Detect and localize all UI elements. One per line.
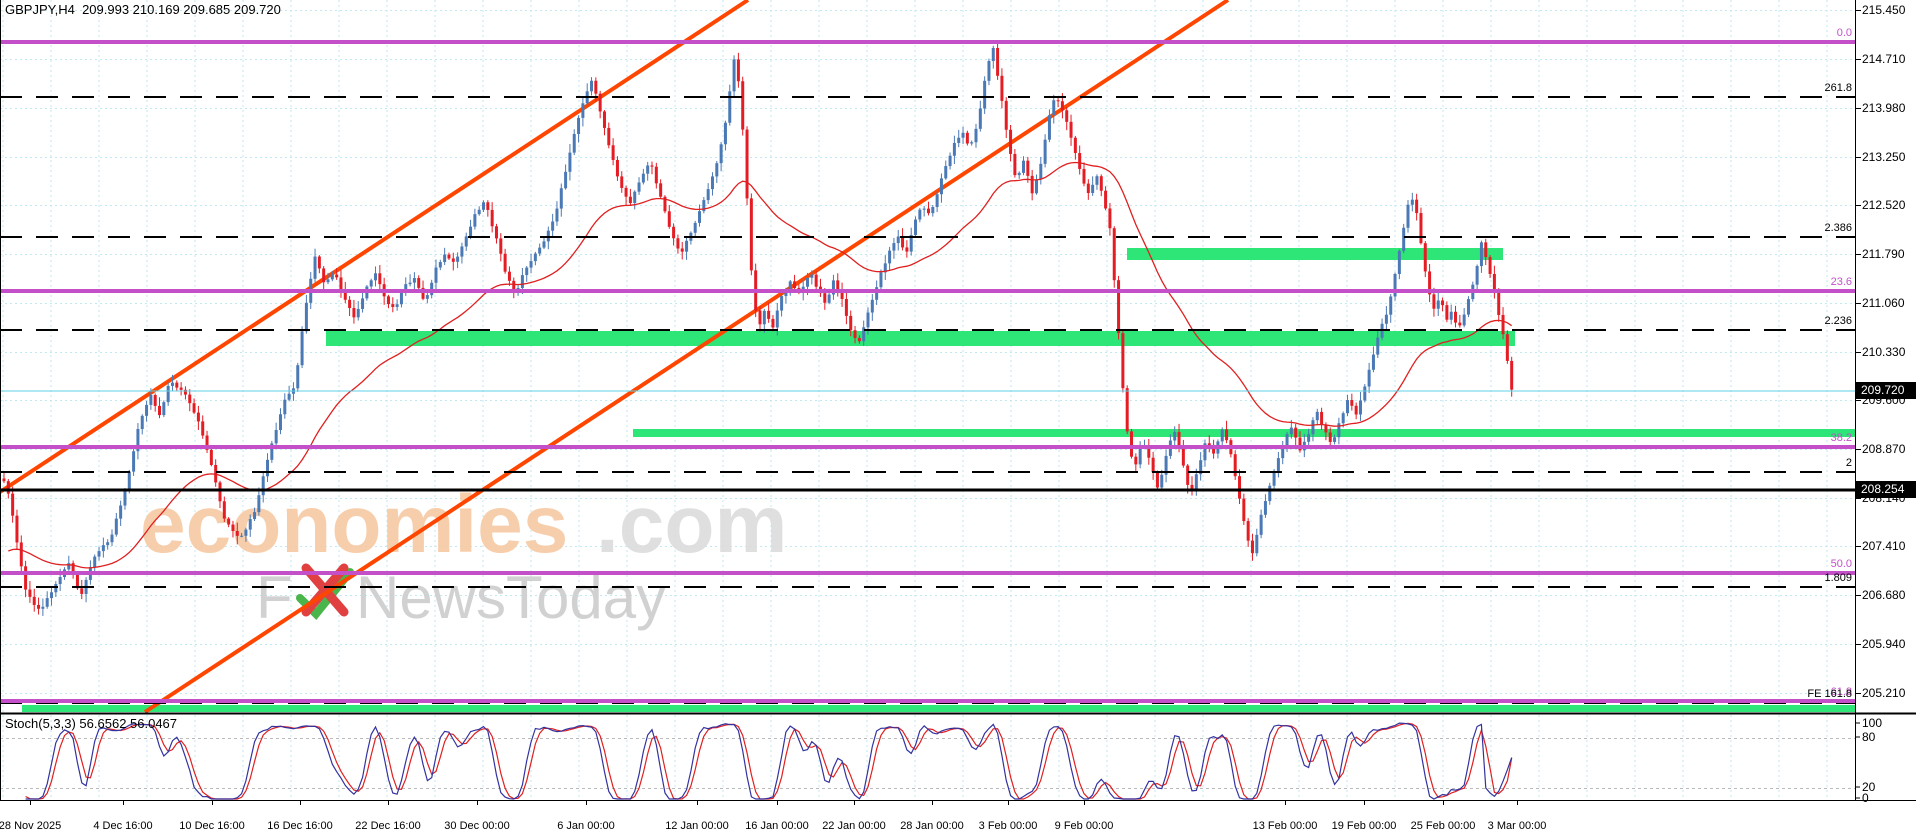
stoch-axis-label: 100 <box>1862 716 1883 730</box>
fib-extension-label: FE 161.8 <box>1807 688 1852 700</box>
date-axis-label: 16 Dec 16:00 <box>267 820 333 832</box>
level-price-badge: 208.254 <box>1856 481 1916 498</box>
stoch-signal-line <box>25 722 1513 800</box>
price-axis-label: 212.520 <box>1862 198 1906 213</box>
stoch-indicator-label: Stoch(5,3,3) 56.6562 56.0467 <box>5 716 178 731</box>
date-axis-label: 6 Jan 00:00 <box>557 820 615 832</box>
price-axis-label: 205.940 <box>1862 637 1906 652</box>
date-axis-label: 12 Jan 00:00 <box>665 820 729 832</box>
date-axis-label: 16 Jan 00:00 <box>745 820 809 832</box>
stoch-main-line <box>25 722 1513 800</box>
green-band <box>633 429 1855 437</box>
price-axis-label: 215.450 <box>1862 3 1906 17</box>
svg-text:NewsToday: NewsToday <box>356 564 666 631</box>
fib-extension-label: 2.236 <box>1824 315 1852 327</box>
current-price-badge: 209.720 <box>1856 382 1916 399</box>
fib-level-label: 23.6 <box>1830 276 1852 288</box>
green-band <box>22 705 1855 712</box>
date-axis-label: 3 Mar 00:00 <box>1487 820 1547 832</box>
price-axis-label: 213.250 <box>1862 149 1906 164</box>
date-axis-label: 22 Jan 00:00 <box>822 820 886 832</box>
borders <box>0 0 1916 805</box>
fib-extension-label: 2.386 <box>1824 222 1852 234</box>
fib-extension-label: 1.809 <box>1824 572 1852 584</box>
date-axis-label: 22 Dec 16:00 <box>355 820 421 832</box>
price-axis-label: 211.060 <box>1862 295 1905 310</box>
price-axis-label: 211.790 <box>1862 247 1905 262</box>
red-x-icon <box>301 563 349 617</box>
svg-text:.com: .com <box>596 479 787 570</box>
date-axis-label: 30 Dec 00:00 <box>444 820 510 832</box>
price-axis-label: 207.410 <box>1862 539 1906 554</box>
trendline[interactable] <box>143 0 1230 714</box>
stoch-axis-label: 20 <box>1862 780 1876 794</box>
trendlines <box>0 0 1230 714</box>
candlesticks <box>2 41 1514 616</box>
stoch-axis-label: 80 <box>1862 730 1876 744</box>
fib-extension-label: 2 <box>1845 457 1852 469</box>
fib-level-label: 50.0 <box>1830 558 1852 570</box>
fib-level-label: 38.2 <box>1830 432 1852 444</box>
date-axis-label: 28 Nov 2025 <box>0 820 62 832</box>
price-axis-label: 205.210 <box>1862 686 1906 700</box>
support-resistance-bands <box>22 248 1855 712</box>
green-band <box>326 331 1515 346</box>
date-axis-label: 10 Dec 16:00 <box>179 820 245 832</box>
date-axis-label: 19 Feb 00:00 <box>1331 820 1397 832</box>
gridlines <box>0 0 1855 800</box>
fib-level-label: 0.0 <box>1836 27 1852 39</box>
svg-text:economies: economies <box>140 479 568 570</box>
price-axis-label: 213.980 <box>1862 101 1906 116</box>
price-axis-label: 210.330 <box>1862 344 1906 359</box>
stoch-axis-label: 0 <box>1862 791 1869 805</box>
level-lines <box>0 40 1855 704</box>
price-axis-label: 206.680 <box>1862 587 1906 602</box>
price-axis-label: 214.710 <box>1862 52 1906 67</box>
trendline[interactable] <box>0 0 750 494</box>
date-axis-label: 9 Feb 00:00 <box>1054 820 1114 832</box>
date-axis-label: 13 Feb 00:00 <box>1252 820 1318 832</box>
date-axis-label: 4 Dec 16:00 <box>93 820 153 832</box>
date-axis-label: 3 Feb 00:00 <box>978 820 1038 832</box>
date-axis-label: 28 Jan 00:00 <box>900 820 964 832</box>
chart-title: GBPJPY,H4 209.993 210.169 209.685 209.72… <box>5 2 281 17</box>
fib-extension-label: 261.8 <box>1824 82 1852 94</box>
price-axis-label: 208.870 <box>1862 441 1906 456</box>
fib-level-label: 61.8 <box>1830 686 1852 698</box>
date-axis-label: 25 Feb 00:00 <box>1410 820 1476 832</box>
green-band <box>1127 248 1503 260</box>
